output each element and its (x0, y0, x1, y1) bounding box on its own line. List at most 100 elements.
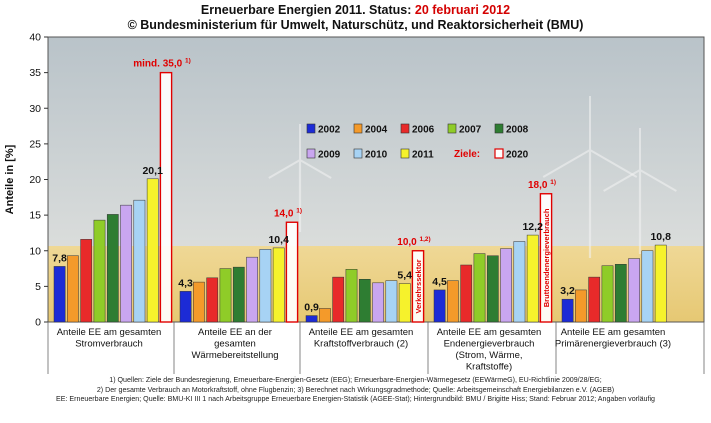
bar-2009 (628, 258, 640, 323)
legend-swatch-2002 (306, 123, 316, 134)
bar-2007 (345, 269, 358, 323)
value-label: 20,1 (142, 165, 163, 177)
y-tick-label: 5 (35, 281, 41, 293)
legend-swatch-2020 (494, 148, 504, 159)
bar-2008 (232, 266, 245, 323)
category-label-line: Primärenergieverbrauch (3) (555, 339, 671, 350)
category-label-line: Anteile EE am gesamten (57, 327, 162, 338)
footnote-line: 1) Quellen: Ziele der Bundesregierung, E… (109, 376, 602, 384)
y-tick-label: 15 (29, 210, 41, 222)
bar-2002 (433, 289, 446, 323)
value-label: 4,5 (432, 276, 447, 288)
value-label: 5,4 (397, 270, 412, 282)
bar-2011 (146, 178, 159, 323)
footnote-line: 2) Der gesamte Verbrauch an Motorkraftst… (96, 385, 615, 394)
bar-2011 (272, 247, 285, 323)
bar-2004 (447, 280, 459, 323)
bar-2008 (358, 279, 371, 323)
footnotes: 1) Quellen: Ziele der Bundesregierung, E… (4, 376, 707, 405)
legend-swatch-2006 (400, 123, 410, 134)
bar-2009 (246, 256, 258, 323)
plot-background (48, 37, 704, 322)
legend-label-2004: 2004 (365, 125, 388, 136)
category-label-line: Anteile EE am gesamten (561, 327, 666, 338)
category-label-line: Anteile EE am gesamten (309, 327, 414, 338)
footnote-line: EE: Erneuerbare Energien; Quelle: BMU-KI… (56, 395, 655, 404)
target-label: 14,0 1) (274, 207, 302, 219)
legend-label-2007: 2007 (459, 125, 482, 136)
bar-2010 (641, 250, 654, 323)
category-label-line: Kraftstoffe) (466, 362, 512, 373)
bar-2009 (500, 248, 512, 323)
value-label: 12,2 (522, 221, 543, 233)
bar-2020 (159, 71, 173, 323)
bar-2011 (526, 234, 539, 323)
legend-swatch-2008 (494, 123, 504, 134)
legend-target-label: Ziele: (454, 149, 480, 160)
y-tick-label: 20 (29, 174, 41, 186)
plot-border (47, 36, 705, 323)
target-annotation: Bruttoendenergieverbrauch (542, 208, 551, 307)
wind-turbine-icon (603, 128, 677, 254)
value-label: 3,2 (560, 285, 575, 297)
y-tick-label: 0 (35, 317, 41, 329)
category-label: Anteile EE am gesamtenEndenergieverbrauc… (437, 327, 542, 373)
bar-2008 (486, 255, 499, 323)
bar-2008 (614, 264, 627, 323)
bar-2009 (120, 204, 132, 323)
value-label: 10,8 (650, 231, 671, 243)
category-label-line: Wärmebereitstellung (191, 350, 278, 361)
value-label: 4,3 (178, 277, 193, 289)
y-tick-label: 25 (29, 138, 41, 150)
value-label: 7,8 (52, 252, 67, 264)
category-label-line: Endenergieverbrauch (444, 339, 535, 350)
legend-swatch-2007 (447, 123, 457, 134)
value-label: 10,4 (268, 234, 289, 246)
wind-turbine-icon (542, 96, 638, 258)
bar-2006 (206, 277, 219, 323)
bar-2010 (133, 199, 146, 323)
target-annotation: Verkehrssektor (414, 259, 423, 313)
category-label-line: Stromverbrauch (75, 339, 143, 350)
bar-2007 (601, 265, 614, 323)
bar-2006 (332, 276, 345, 323)
y-tick-label: 30 (29, 103, 41, 115)
y-tick-label: 10 (29, 245, 41, 257)
y-tick-label: 35 (29, 67, 41, 79)
chart-title-text: Erneuerbare Energien 2011. Status: (200, 3, 415, 17)
bar-2006 (460, 264, 473, 323)
bar-2007 (219, 268, 232, 323)
bar-2006 (588, 276, 601, 323)
target-label: mind. 35,0 1) (133, 58, 190, 70)
bar-2004 (193, 281, 205, 323)
chart-title-line1: Erneuerbare Energien 2011. Status: 20 fe… (0, 3, 711, 17)
value-label: 0,9 (304, 302, 319, 314)
bar-2020 (539, 193, 553, 323)
bar-2009 (372, 282, 384, 323)
target-label: 18,0 1) (528, 179, 556, 191)
category-label-line: Anteile EE am gesamten (437, 327, 542, 338)
category-label-line: gesamten (214, 339, 256, 350)
bar-2004 (67, 255, 79, 323)
bar-2020 (411, 250, 425, 323)
bar-2010 (513, 241, 526, 323)
bar-2011 (654, 244, 667, 323)
legend-swatch-2011 (400, 148, 410, 159)
category-label-line: (Strom, Wärme, (455, 350, 522, 361)
bar-2002 (53, 266, 66, 323)
bar-2011 (398, 283, 411, 323)
legend-label-2002: 2002 (318, 125, 341, 136)
bar-2002 (305, 315, 318, 323)
bar-2002 (179, 291, 192, 323)
legend-label-2010: 2010 (365, 150, 388, 161)
legend-label-2006: 2006 (412, 125, 435, 136)
category-label: Anteile EE am gesamtenKraftstoffverbrauc… (309, 327, 414, 350)
bar-2006 (80, 239, 93, 323)
bar-2007 (473, 253, 486, 323)
bar-2007 (93, 219, 106, 323)
y-tick-label: 40 (29, 32, 41, 44)
legend-label-2020: 2020 (506, 150, 529, 161)
